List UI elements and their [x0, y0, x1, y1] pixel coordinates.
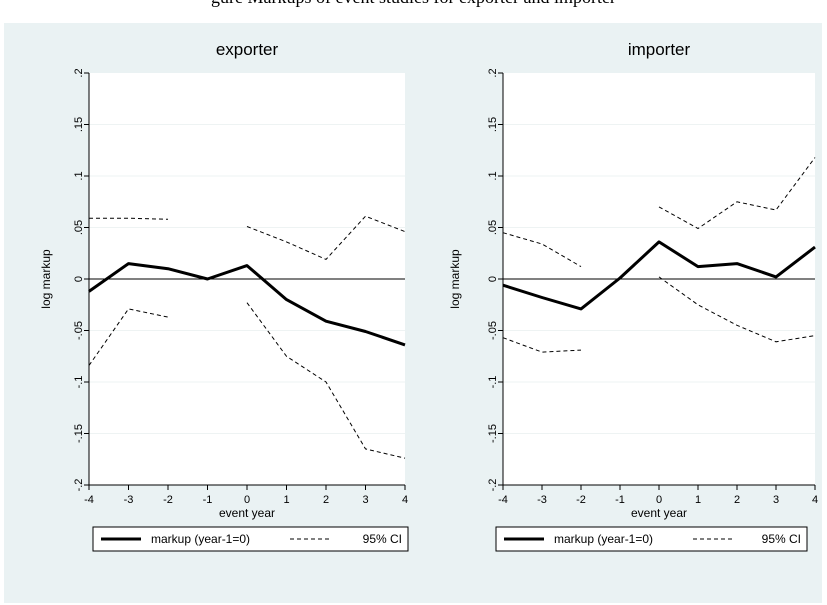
y-tick-label: -.2: [487, 479, 499, 492]
y-tick-label: .2: [73, 68, 85, 77]
y-tick-label: .15: [73, 117, 85, 132]
figure-caption: gure Markups of event studies for export…: [0, 0, 827, 10]
ci-line-series-1: [89, 217, 169, 220]
ci-line-series-1: [658, 157, 816, 230]
chart-title: importer: [628, 40, 691, 59]
x-tick-label: 0: [656, 494, 662, 506]
x-tick-label: -3: [537, 494, 547, 506]
legend-box: [92, 526, 409, 552]
ci-line-series-2: [246, 302, 406, 459]
ci-line-series-2: [658, 276, 816, 343]
y-tick-label: -.15: [73, 424, 85, 443]
ci-line-series-1: [246, 215, 406, 261]
y-tick-label: 0: [73, 276, 85, 282]
x-tick-label: 1: [283, 494, 289, 506]
x-tick-label: 0: [244, 494, 250, 506]
y-tick-label: .1: [73, 171, 85, 180]
y-axis-label: log markup: [39, 249, 53, 309]
x-tick-label: 3: [362, 494, 368, 506]
y-tick-label: -.2: [73, 479, 85, 492]
x-tick-label: 2: [734, 494, 740, 506]
y-tick-label: -.15: [487, 424, 499, 443]
legend-label-markup: markup (year-1=0): [554, 532, 653, 546]
y-tick-label: -.05: [73, 321, 85, 340]
x-tick-label: 4: [402, 494, 408, 506]
x-tick-label: 4: [812, 494, 818, 506]
x-tick-label: 3: [773, 494, 779, 506]
ci-line-series-1: [502, 232, 582, 268]
legend-box: [495, 526, 808, 552]
y-tick-label: -.1: [487, 376, 499, 389]
y-tick-label: .05: [487, 220, 499, 235]
markup-line: [502, 240, 816, 311]
x-tick-label: 2: [323, 494, 329, 506]
figure-caption-text: gure Markups of event studies for export…: [0, 0, 827, 8]
chart-title: exporter: [216, 40, 279, 59]
ci-line-series-2: [88, 308, 169, 366]
y-tick-label: -.05: [487, 321, 499, 340]
x-tick-label: -4: [84, 494, 94, 506]
x-tick-label: -4: [498, 494, 508, 506]
y-tick-label: .05: [73, 220, 85, 235]
y-tick-label: .2: [487, 68, 499, 77]
y-tick-label: .1: [487, 171, 499, 180]
legend-label-ci: 95% CI: [762, 532, 801, 546]
chart-panel-exporter: .2 .15 .1 .05 0 -.05 -.1 -.15 -.2 -4 -3 -2 -1 0 1 2 3 4 ex…: [4, 23, 414, 603]
x-tick-label: -1: [615, 494, 625, 506]
markup-line: [88, 262, 406, 347]
y-tick-label: 0: [487, 276, 499, 282]
y-tick-label: -.1: [73, 376, 85, 389]
legend-label-markup: markup (year-1=0): [151, 532, 250, 546]
x-tick-label: 1: [695, 494, 701, 506]
y-tick-label: .15: [487, 117, 499, 132]
x-tick-label: -2: [163, 494, 173, 506]
x-tick-label: -1: [203, 494, 213, 506]
y-axis-label: log markup: [448, 249, 462, 309]
x-tick-label: -3: [124, 494, 134, 506]
chart-panel-importer: .2 .15 .1 .05 0 -.05 -.1 -.15 -.2 -4 -3 -2 -1 0 1 2 3 4 im…: [414, 23, 822, 603]
x-axis-label: event year: [219, 506, 275, 520]
x-axis-label: event year: [631, 506, 687, 520]
x-tick-label: -2: [576, 494, 586, 506]
legend-label-ci: 95% CI: [363, 532, 402, 546]
